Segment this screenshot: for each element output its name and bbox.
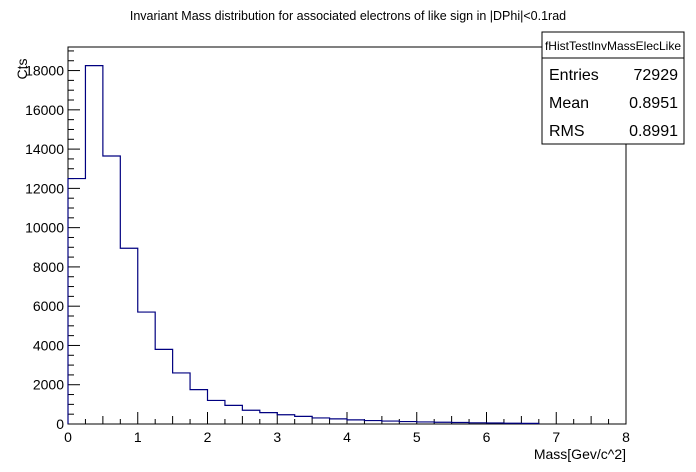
y-tick-label: 16000 — [25, 102, 64, 118]
y-tick-label: 0 — [56, 416, 64, 432]
y-axis-label: Cts — [14, 59, 30, 80]
histogram-bin — [242, 410, 259, 424]
y-tick-label: 8000 — [33, 259, 64, 275]
histogram-bin — [208, 400, 225, 424]
stats-mean-label: Mean — [549, 95, 589, 112]
stats-rms-value: 0.8991 — [629, 123, 678, 140]
histogram-bin — [277, 415, 294, 424]
histogram-bin — [190, 390, 207, 424]
y-tick-label: 10000 — [25, 220, 64, 236]
stats-entries-label: Entries — [549, 67, 599, 84]
y-tick-label: 6000 — [33, 298, 64, 314]
histogram-bin — [295, 416, 312, 424]
histogram-bin — [312, 418, 329, 424]
x-tick-label: 8 — [622, 429, 630, 445]
y-axis: 0 2000 4000 6000 8000 10000 12000 14000 16000 180… — [25, 50, 80, 432]
stats-box-title: fHistTestInvMassElecLike — [545, 39, 681, 53]
x-tick-label: 1 — [134, 429, 142, 445]
stats-box: fHistTestInvMassElecLike Entries 72929 M… — [541, 31, 685, 145]
histogram-bin — [330, 419, 347, 424]
histogram-bin — [138, 312, 155, 424]
histogram-bin — [173, 373, 190, 424]
histogram-bin — [155, 349, 172, 424]
histogram-bin — [103, 156, 120, 424]
histogram-bin — [68, 179, 85, 424]
stats-entries-value: 72929 — [634, 67, 679, 84]
x-tick-label: 2 — [204, 429, 212, 445]
x-tick-label: 5 — [413, 429, 421, 445]
y-tick-label: 18000 — [25, 63, 64, 79]
x-tick-label: 3 — [273, 429, 281, 445]
x-axis: 0 1 2 3 4 5 6 7 8 — [64, 412, 630, 445]
histogram-bin — [260, 413, 277, 424]
chart-title: Invariant Mass distribution for associat… — [130, 9, 566, 23]
histogram-bin — [347, 420, 364, 424]
x-tick-label: 7 — [552, 429, 560, 445]
histogram-bins — [68, 66, 539, 424]
y-tick-label: 14000 — [25, 141, 64, 157]
x-axis-label: Mass[Gev/c^2] — [534, 446, 626, 462]
stats-rms-label: RMS — [549, 123, 585, 140]
x-tick-label: 4 — [343, 429, 351, 445]
y-tick-label: 2000 — [33, 377, 64, 393]
x-tick-label: 6 — [483, 429, 491, 445]
histogram-bin — [225, 405, 242, 424]
x-tick-label: 0 — [64, 429, 72, 445]
histogram-bin — [120, 248, 137, 424]
y-tick-label: 4000 — [33, 337, 64, 353]
stats-mean-value: 0.8951 — [629, 95, 678, 112]
histogram-bin — [85, 66, 102, 424]
histogram-outline — [67, 65, 540, 425]
y-tick-label: 12000 — [25, 180, 64, 196]
